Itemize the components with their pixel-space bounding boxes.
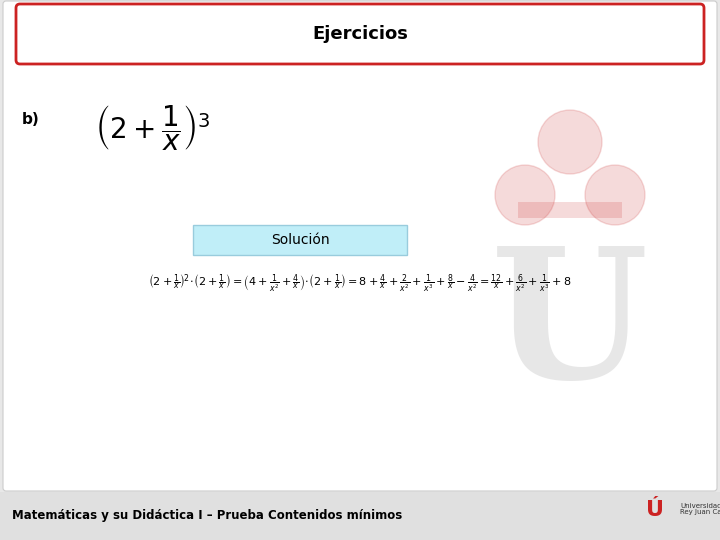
Text: Rey Juan Carlos: Rey Juan Carlos	[680, 509, 720, 515]
Text: $\left(2+\frac{1}{x}\right)^{\!2}\!\cdot\!\left(2+\frac{1}{x}\right)=\left(4+\fr: $\left(2+\frac{1}{x}\right)^{\!2}\!\cdot…	[148, 273, 572, 295]
Circle shape	[585, 165, 645, 225]
FancyBboxPatch shape	[193, 225, 407, 255]
Text: U: U	[491, 240, 649, 416]
Circle shape	[495, 165, 555, 225]
FancyBboxPatch shape	[16, 4, 704, 64]
Circle shape	[538, 110, 602, 174]
Text: $\left(2+\dfrac{1}{x}\right)^{3}$: $\left(2+\dfrac{1}{x}\right)^{3}$	[95, 103, 210, 153]
FancyBboxPatch shape	[3, 1, 717, 491]
Text: Solución: Solución	[271, 233, 329, 247]
FancyBboxPatch shape	[0, 492, 720, 540]
FancyBboxPatch shape	[518, 202, 622, 218]
Text: b): b)	[22, 112, 40, 127]
Text: Matemáticas y su Didáctica I – Prueba Contenidos mínimos: Matemáticas y su Didáctica I – Prueba Co…	[12, 510, 402, 523]
Text: Universidad: Universidad	[680, 503, 720, 509]
Text: Ú: Ú	[646, 500, 664, 520]
Text: Ejercicios: Ejercicios	[312, 25, 408, 43]
